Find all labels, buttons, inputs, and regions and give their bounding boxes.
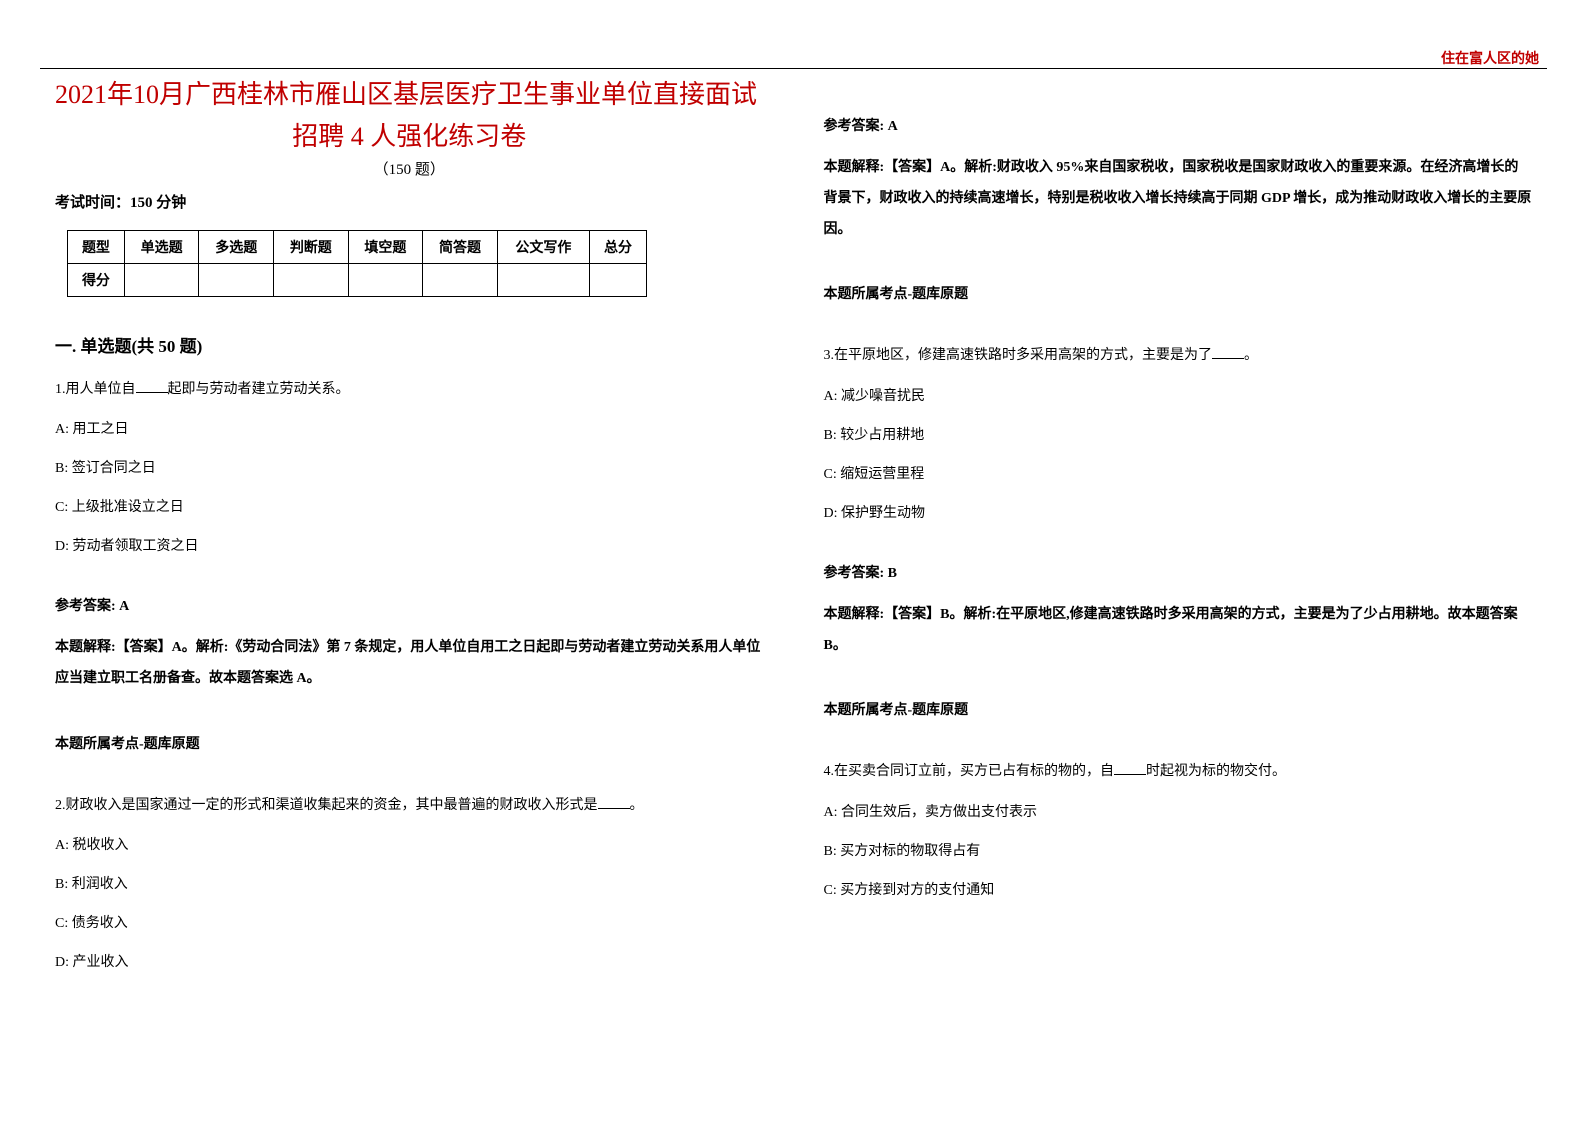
q1-explain: 本题解释:【答案】A。解析:《劳动合同法》第 7 条规定，用人单位自用工之日起即… [55, 633, 764, 695]
q3-optB: B: 较少占用耕地 [824, 425, 1533, 446]
q2-pre: 2.财政收入是国家通过一定的形式和渠道收集起来的资金，其中最普遍的财政收入形式是 [55, 798, 598, 813]
q1-optC: C: 上级批准设立之日 [55, 497, 764, 518]
q3-optC: C: 缩短运营里程 [824, 464, 1533, 485]
q4-text: 4.在买卖合同订立前，买方已占有标的物的，自 时起视为标的物交付。 [824, 761, 1533, 783]
th-judge: 判断题 [274, 231, 349, 264]
right-column: 参考答案: A 本题解释:【答案】A。解析:财政收入 95%来自国家税收，国家税… [794, 75, 1548, 973]
top-divider [40, 68, 1547, 69]
td-empty [274, 264, 349, 297]
header-source: 住在富人区的她 [1441, 48, 1539, 68]
th-multi: 多选题 [199, 231, 274, 264]
q3-text: 3.在平原地区，修建高速铁路时多采用高架的方式，主要是为了 。 [824, 345, 1533, 367]
th-type: 题型 [68, 231, 125, 264]
q3-optA: A: 减少噪音扰民 [824, 386, 1533, 407]
td-empty [590, 264, 647, 297]
section-title: 一. 单选题(共 50 题) [55, 332, 764, 357]
q2-answer: 参考答案: A [824, 115, 1533, 135]
td-empty [124, 264, 199, 297]
q1-optD: D: 劳动者领取工资之日 [55, 536, 764, 557]
td-score-label: 得分 [68, 264, 125, 297]
q1-post: 起即与劳动者建立劳动关系。 [168, 382, 350, 397]
q2-optA: A: 税收收入 [55, 835, 764, 856]
question-count: （150 题） [55, 158, 764, 179]
blank [136, 379, 168, 393]
q3-explain: 本题解释:【答案】B。解析:在平原地区,修建高速铁路时多采用高架的方式，主要是为… [824, 600, 1533, 662]
q4-optA: A: 合同生效后，卖方做出支付表示 [824, 802, 1533, 823]
q4-pre: 4.在买卖合同订立前，买方已占有标的物的，自 [824, 764, 1115, 779]
th-fill: 填空题 [348, 231, 423, 264]
main-title-line1: 2021年10月广西桂林市雁山区基层医疗卫生事业单位直接面试 [55, 75, 764, 114]
td-empty [423, 264, 498, 297]
q2-optC: C: 债务收入 [55, 913, 764, 934]
blank [1114, 761, 1146, 775]
q2-post: 。 [630, 798, 644, 813]
q1-optA: A: 用工之日 [55, 419, 764, 440]
table-score-row: 得分 [68, 264, 647, 297]
table-header-row: 题型 单选题 多选题 判断题 填空题 简答题 公文写作 总分 [68, 231, 647, 264]
th-writing: 公文写作 [497, 231, 589, 264]
exam-time: 考试时间：150 分钟 [55, 191, 764, 212]
q3-pre: 3.在平原地区，修建高速铁路时多采用高架的方式，主要是为了 [824, 348, 1213, 363]
td-empty [348, 264, 423, 297]
td-empty [199, 264, 274, 297]
q1-pre: 1.用人单位自 [55, 382, 136, 397]
q4-post: 时起视为标的物交付。 [1146, 764, 1286, 779]
q1-kaodian: 本题所属考点-题库原题 [55, 733, 764, 753]
th-total: 总分 [590, 231, 647, 264]
q3-kaodian: 本题所属考点-题库原题 [824, 699, 1533, 719]
q2-optD: D: 产业收入 [55, 952, 764, 973]
q4-optB: B: 买方对标的物取得占有 [824, 841, 1533, 862]
left-column: 2021年10月广西桂林市雁山区基层医疗卫生事业单位直接面试 招聘 4 人强化练… [40, 75, 794, 973]
score-table: 题型 单选题 多选题 判断题 填空题 简答题 公文写作 总分 得分 [67, 230, 647, 297]
q1-answer: 参考答案: A [55, 595, 764, 615]
blank [1212, 345, 1244, 359]
q3-post: 。 [1244, 348, 1258, 363]
q3-optD: D: 保护野生动物 [824, 503, 1533, 524]
td-empty [497, 264, 589, 297]
th-single: 单选题 [124, 231, 199, 264]
q2-kaodian: 本题所属考点-题库原题 [824, 283, 1533, 303]
blank [598, 795, 630, 809]
q1-optB: B: 签订合同之日 [55, 458, 764, 479]
q2-explain: 本题解释:【答案】A。解析:财政收入 95%来自国家税收，国家税收是国家财政收入… [824, 153, 1533, 245]
q4-optC: C: 买方接到对方的支付通知 [824, 880, 1533, 901]
q3-answer: 参考答案: B [824, 562, 1533, 582]
content-wrapper: 2021年10月广西桂林市雁山区基层医疗卫生事业单位直接面试 招聘 4 人强化练… [40, 75, 1547, 973]
q1-text: 1.用人单位自 起即与劳动者建立劳动关系。 [55, 379, 764, 401]
th-short: 简答题 [423, 231, 498, 264]
q2-optB: B: 利润收入 [55, 874, 764, 895]
q2-text: 2.财政收入是国家通过一定的形式和渠道收集起来的资金，其中最普遍的财政收入形式是… [55, 795, 764, 817]
main-title-line2: 招聘 4 人强化练习卷 [55, 116, 764, 153]
